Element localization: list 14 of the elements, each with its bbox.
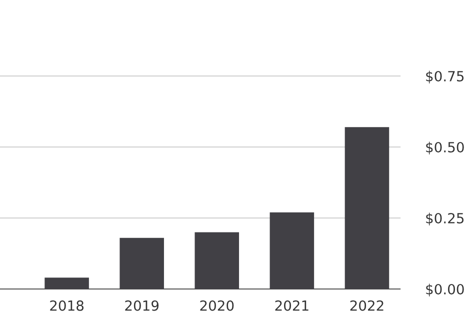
x-tick-label: 2019 (125, 300, 159, 311)
bar (120, 238, 164, 290)
bar (270, 212, 314, 290)
bar (194, 232, 240, 290)
bar (344, 127, 390, 290)
y-tick-label: $0.00 (426, 284, 464, 296)
bar (44, 278, 89, 290)
x-tick-label: 2021 (275, 300, 308, 311)
y-tick-label: $0.25 (426, 212, 464, 226)
y-tick-label: $0.75 (426, 70, 464, 84)
y-tick-label: $0.50 (426, 142, 464, 154)
x-tick-label: 2020 (200, 300, 234, 311)
x-tick-label: 2022 (350, 300, 384, 311)
x-tick-label: 2018 (50, 300, 84, 311)
